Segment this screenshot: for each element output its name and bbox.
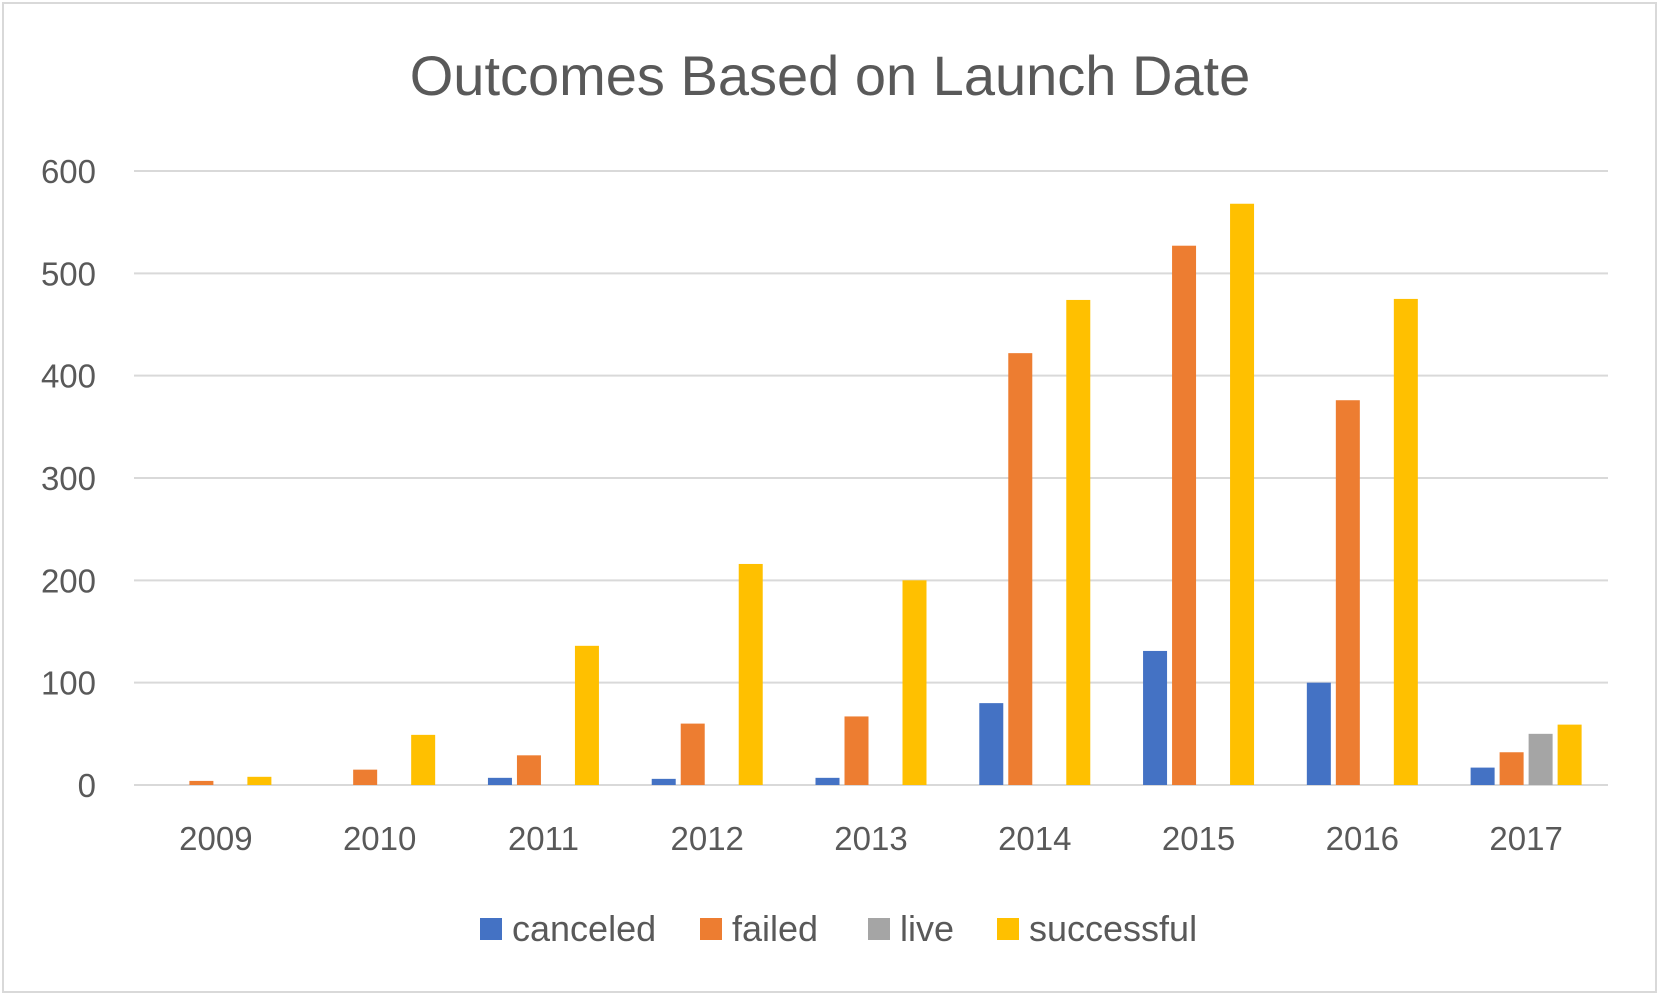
chart-title: Outcomes Based on Launch Date bbox=[410, 44, 1251, 107]
legend-swatch-canceled bbox=[480, 918, 502, 940]
bar-failed-2013 bbox=[844, 716, 869, 785]
x-tick-label: 2010 bbox=[343, 820, 416, 857]
y-tick-label: 600 bbox=[41, 153, 96, 190]
bar-successful-2016 bbox=[1393, 298, 1418, 785]
legend-swatch-failed bbox=[700, 918, 722, 940]
bar-canceled-2017 bbox=[1470, 767, 1495, 785]
x-tick-label: 2009 bbox=[179, 820, 252, 857]
bar-canceled-2011 bbox=[487, 777, 512, 785]
x-axis-ticks: 2009 2010 2011 2012 2013 2014 2015 2016 2017 bbox=[179, 820, 1563, 857]
x-tick-label: 2015 bbox=[1162, 820, 1235, 857]
legend-label-failed: failed bbox=[732, 908, 818, 949]
x-tick-label: 2012 bbox=[671, 820, 744, 857]
y-tick-label: 0 bbox=[78, 767, 96, 804]
bar-canceled-2012 bbox=[651, 778, 676, 785]
bar-failed-2015 bbox=[1172, 245, 1197, 785]
y-axis-ticks: 0 100 200 300 400 500 600 bbox=[41, 153, 96, 804]
legend-label-live: live bbox=[900, 908, 954, 949]
bars bbox=[189, 203, 1582, 785]
x-tick-label: 2014 bbox=[998, 820, 1071, 857]
legend: canceled failed live successful bbox=[480, 908, 1197, 949]
bar-successful-2011 bbox=[574, 645, 599, 785]
legend-swatch-live bbox=[868, 918, 890, 940]
bar-failed-2012 bbox=[680, 723, 705, 785]
x-tick-label: 2011 bbox=[508, 820, 579, 857]
bar-successful-2009 bbox=[247, 776, 272, 785]
bar-successful-2017 bbox=[1557, 724, 1582, 785]
bar-canceled-2014 bbox=[979, 703, 1004, 785]
bar-successful-2012 bbox=[738, 563, 763, 785]
bar-failed-2010 bbox=[353, 769, 378, 785]
legend-label-canceled: canceled bbox=[512, 908, 656, 949]
x-tick-label: 2016 bbox=[1326, 820, 1399, 857]
y-tick-label: 500 bbox=[41, 255, 96, 292]
gridlines bbox=[134, 170, 1608, 786]
bar-successful-2015 bbox=[1230, 203, 1255, 785]
bar-failed-2017 bbox=[1499, 752, 1524, 785]
y-tick-label: 300 bbox=[41, 460, 96, 497]
bar-canceled-2015 bbox=[1143, 650, 1168, 785]
bar-successful-2014 bbox=[1066, 299, 1091, 785]
bar-successful-2013 bbox=[902, 580, 927, 785]
x-tick-label: 2013 bbox=[834, 820, 907, 857]
y-tick-label: 400 bbox=[41, 358, 96, 395]
legend-label-successful: successful bbox=[1029, 908, 1197, 949]
bar-failed-2009 bbox=[189, 780, 214, 785]
y-tick-label: 200 bbox=[41, 562, 96, 599]
bar-canceled-2013 bbox=[815, 777, 840, 785]
bar-failed-2016 bbox=[1335, 400, 1360, 785]
y-tick-label: 100 bbox=[41, 665, 96, 702]
x-tick-label: 2017 bbox=[1489, 820, 1562, 857]
bar-canceled-2016 bbox=[1306, 682, 1331, 785]
legend-swatch-successful bbox=[997, 918, 1019, 940]
bar-failed-2011 bbox=[516, 755, 541, 785]
bar-failed-2014 bbox=[1008, 353, 1033, 785]
bar-live-2017 bbox=[1528, 733, 1553, 785]
bar-successful-2010 bbox=[411, 734, 436, 785]
